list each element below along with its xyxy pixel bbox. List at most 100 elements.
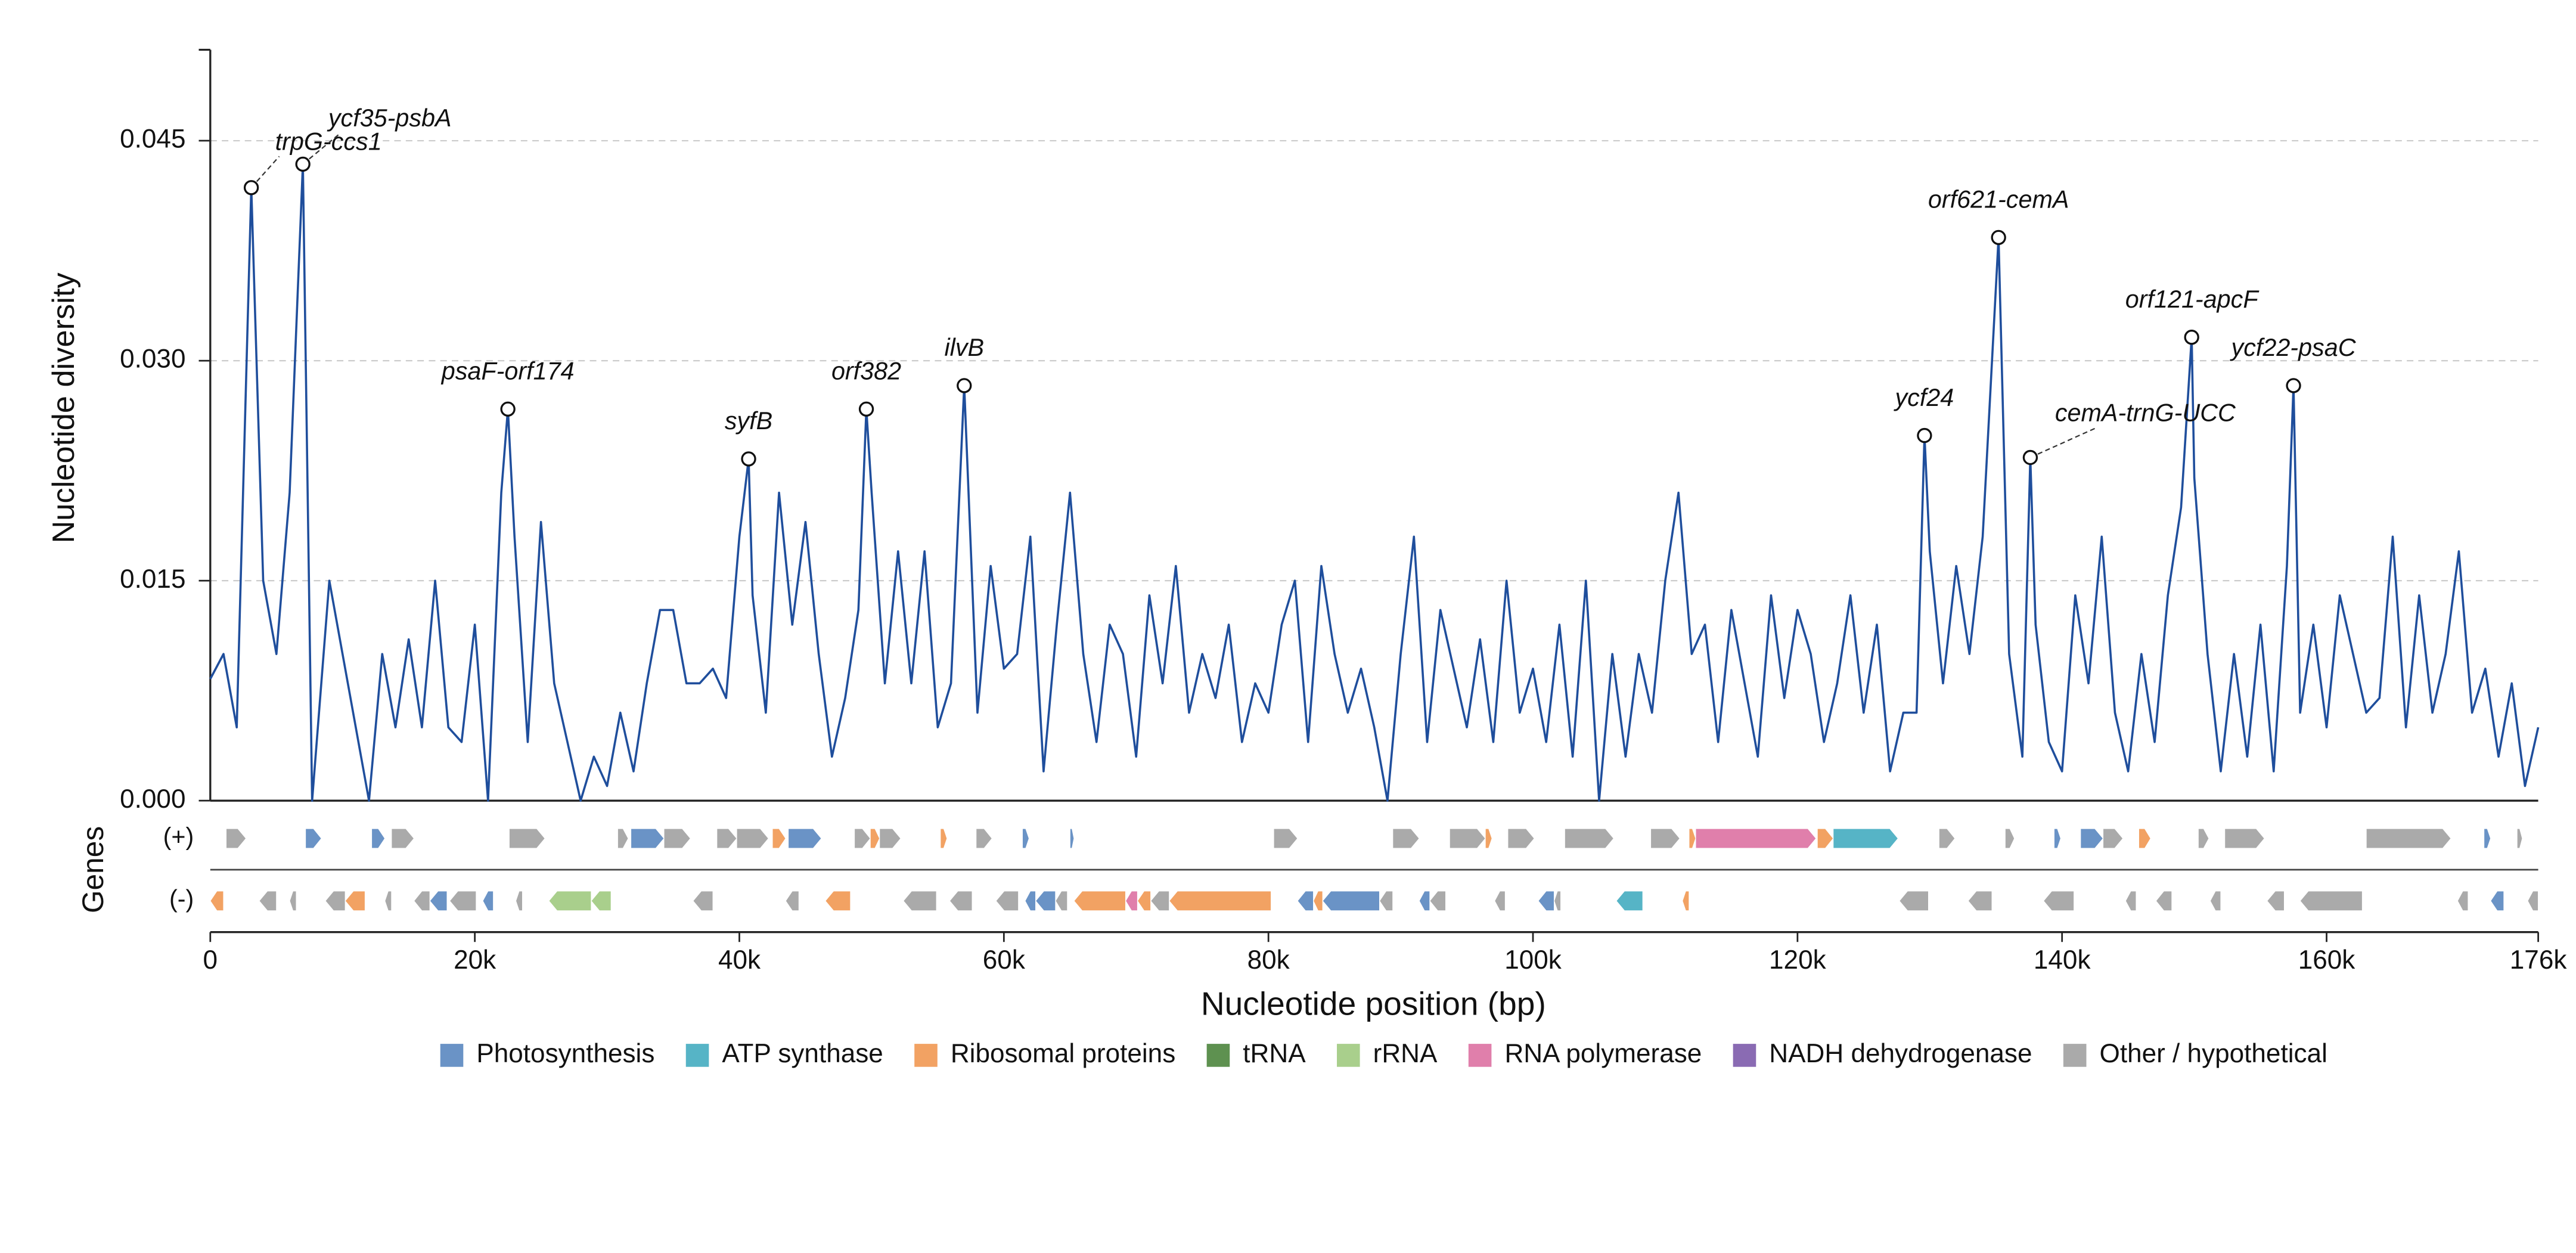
y-tick-label: 0.000 — [120, 784, 185, 814]
gene-arrow — [2224, 828, 2265, 849]
gene-arrow — [1073, 891, 1126, 911]
gene-arrow — [1449, 828, 1486, 849]
gene-arrow — [825, 891, 851, 911]
gene-arrow — [1938, 828, 1956, 849]
gene-arrow — [1069, 828, 1075, 849]
gene-arrow — [1833, 828, 1899, 849]
gene-arrow — [1899, 891, 1929, 911]
strand-label: (+) — [163, 823, 194, 850]
peak-marker — [2286, 378, 2301, 393]
gene-arrow — [2004, 828, 2015, 849]
gene-arrow — [1137, 891, 1152, 911]
gene-arrow — [785, 891, 799, 911]
gene-arrow — [2198, 828, 2209, 849]
gene-arrow — [1322, 891, 1380, 911]
gene-arrow — [2516, 828, 2523, 849]
gene-arrow — [2299, 891, 2363, 911]
gene-arrow — [995, 891, 1019, 911]
gene-arrow — [2266, 891, 2285, 911]
y-axis-label: Nucleotide diversity — [46, 272, 81, 544]
x-tick-label: 120k — [1769, 945, 1827, 975]
gene-arrow — [2138, 828, 2152, 849]
gene-arrow — [1025, 891, 1036, 911]
gene-arrow — [449, 891, 477, 911]
annotation-label: syfB — [725, 407, 772, 435]
peak-marker — [243, 180, 259, 196]
gene-arrow — [949, 891, 973, 911]
diversity-line — [209, 163, 2540, 802]
y-tick-label: 0.045 — [120, 125, 185, 154]
gene-arrow — [1967, 891, 1992, 911]
legend-swatch — [2063, 1044, 2087, 1067]
legend-swatch — [1733, 1044, 1756, 1067]
gene-arrow — [289, 891, 297, 911]
gene-arrow — [1650, 828, 1681, 849]
annotation-label: cemA-trnG-UCC — [2055, 399, 2236, 427]
gene-arrow — [879, 828, 901, 849]
gene-arrow — [591, 891, 612, 911]
gene-arrow — [630, 828, 665, 849]
annotation-label: ilvB — [944, 334, 984, 361]
gene-arrow — [515, 891, 523, 911]
peak-marker — [1917, 427, 1932, 443]
legend-label: ATP synthase — [722, 1039, 883, 1068]
gene-arrow — [772, 828, 786, 849]
gene-arrow — [2053, 828, 2062, 849]
legend-label: RNA polymerase — [1504, 1039, 1702, 1068]
gene-arrow — [976, 828, 993, 849]
x-tick-label: 176k — [2510, 945, 2568, 975]
gene-arrow — [902, 891, 937, 911]
x-axis-label: Nucleotide position (bp) — [1201, 985, 1546, 1022]
gene-arrow — [736, 828, 769, 849]
gene-arrow — [305, 828, 322, 849]
gene-arrow — [2209, 891, 2221, 911]
annotation-label: ycf22-psaC — [2230, 334, 2357, 361]
gene-arrow — [854, 828, 871, 849]
gene-arrow — [1125, 891, 1138, 911]
gene-arrow — [1035, 891, 1056, 911]
legend-label: Photosynthesis — [476, 1039, 654, 1068]
gene-arrow — [1553, 891, 1562, 911]
gene-arrow — [940, 828, 948, 849]
gene-arrow — [1419, 891, 1430, 911]
gene-arrow — [1429, 891, 1447, 911]
gene-arrow — [548, 891, 592, 911]
gene-arrow — [1392, 828, 1420, 849]
gene-arrow — [1313, 891, 1323, 911]
gene-arrow — [1150, 891, 1170, 911]
gene-arrow — [508, 828, 545, 849]
gene-arrow — [210, 891, 224, 911]
legend-label: Other / hypothetical — [2100, 1039, 2327, 1068]
gene-arrow — [2125, 891, 2137, 911]
annotation-label: orf621-cemA — [1928, 186, 2069, 213]
gene-arrow — [344, 891, 366, 911]
x-tick-label: 60k — [983, 945, 1026, 975]
gene-arrow — [2043, 891, 2075, 911]
gene-arrow — [413, 891, 430, 911]
gene-arrow — [259, 891, 277, 911]
gene-arrow — [693, 891, 713, 911]
legend-swatch — [1468, 1044, 1492, 1067]
gene-arrow — [1273, 828, 1298, 849]
y-tick-label: 0.030 — [120, 345, 185, 374]
gene-arrow — [663, 828, 691, 849]
gene-arrow — [1169, 891, 1272, 911]
gene-arrow — [2366, 828, 2451, 849]
gene-arrow — [1297, 891, 1314, 911]
y-tick-label: 0.015 — [120, 565, 185, 594]
x-tick-label: 20k — [454, 945, 496, 975]
gene-arrow — [2490, 891, 2504, 911]
legend-label: rRNA — [1373, 1039, 1438, 1068]
gene-arrow — [1695, 828, 1817, 849]
gene-arrow — [870, 828, 880, 849]
gene-arrow — [2484, 828, 2491, 849]
gene-arrow — [1379, 891, 1393, 911]
peak-marker — [2022, 449, 2038, 466]
annotation-leader — [250, 156, 280, 188]
gene-arrow — [2080, 828, 2104, 849]
gene-arrow — [2457, 891, 2469, 911]
annotation-label: orf382 — [831, 358, 901, 385]
strand-label: (-) — [169, 885, 194, 913]
